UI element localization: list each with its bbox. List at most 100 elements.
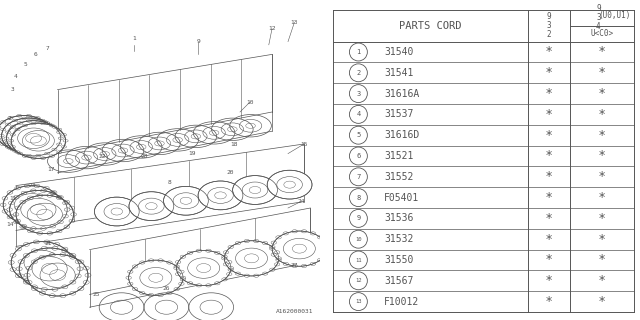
Text: 26: 26: [163, 285, 170, 291]
Text: 11: 11: [9, 196, 17, 201]
Ellipse shape: [129, 192, 174, 220]
Text: 9: 9: [356, 215, 360, 221]
Text: 31536: 31536: [384, 213, 413, 223]
Text: 3: 3: [11, 87, 15, 92]
Text: *: *: [546, 170, 552, 183]
Text: 13: 13: [291, 20, 298, 25]
Text: 31532: 31532: [384, 234, 413, 244]
Ellipse shape: [224, 241, 279, 276]
Text: 19: 19: [188, 151, 196, 156]
Text: 6: 6: [356, 153, 360, 159]
Text: *: *: [598, 212, 605, 225]
Ellipse shape: [177, 251, 231, 286]
Text: 31616A: 31616A: [384, 89, 419, 99]
Ellipse shape: [11, 242, 72, 283]
Text: *: *: [598, 87, 605, 100]
Text: 27: 27: [291, 263, 298, 268]
Ellipse shape: [198, 181, 243, 210]
Text: 31616D: 31616D: [384, 130, 419, 140]
Text: 31550: 31550: [384, 255, 413, 265]
Text: *: *: [598, 191, 605, 204]
Text: 31567: 31567: [384, 276, 413, 286]
Text: 31552: 31552: [384, 172, 413, 182]
Text: *: *: [546, 253, 552, 267]
Text: *: *: [546, 108, 552, 121]
Text: 2: 2: [356, 70, 360, 76]
Text: *: *: [546, 191, 552, 204]
Text: *: *: [546, 149, 552, 163]
Text: 7: 7: [356, 174, 360, 180]
Text: 21: 21: [44, 241, 52, 246]
Ellipse shape: [12, 123, 66, 158]
Text: *: *: [598, 129, 605, 142]
Text: *: *: [546, 233, 552, 246]
Text: 14: 14: [6, 221, 13, 227]
Text: *: *: [546, 66, 552, 79]
Ellipse shape: [95, 197, 140, 226]
Text: F05401: F05401: [384, 193, 419, 203]
Text: *: *: [598, 45, 605, 59]
Text: *: *: [546, 129, 552, 142]
Text: *: *: [546, 295, 552, 308]
Text: 12: 12: [355, 278, 362, 283]
Text: *: *: [598, 253, 605, 267]
Text: *: *: [598, 66, 605, 79]
Text: 24: 24: [297, 199, 305, 204]
Text: *: *: [546, 45, 552, 59]
Text: 7: 7: [46, 45, 50, 51]
Text: *: *: [598, 274, 605, 287]
Ellipse shape: [6, 121, 61, 156]
Ellipse shape: [16, 195, 74, 234]
Text: 5: 5: [24, 61, 28, 67]
Ellipse shape: [164, 186, 209, 215]
Text: 10: 10: [246, 100, 253, 105]
Text: 8: 8: [356, 195, 360, 201]
Text: 9
3
4: 9 3 4: [596, 4, 601, 31]
Text: *: *: [546, 212, 552, 225]
Ellipse shape: [233, 176, 278, 204]
Text: 17: 17: [47, 167, 55, 172]
Text: *: *: [598, 170, 605, 183]
Text: 22: 22: [99, 154, 106, 159]
Text: 6: 6: [33, 52, 37, 57]
Text: 31541: 31541: [384, 68, 413, 78]
Text: 3: 3: [356, 91, 360, 97]
Ellipse shape: [1, 118, 56, 153]
Text: *: *: [598, 149, 605, 163]
Text: 20: 20: [227, 170, 234, 175]
Text: 1: 1: [132, 36, 136, 41]
Text: 4: 4: [356, 111, 360, 117]
Text: 23: 23: [28, 183, 36, 188]
Ellipse shape: [19, 248, 80, 290]
Text: 4: 4: [14, 74, 18, 79]
Ellipse shape: [268, 170, 312, 199]
Ellipse shape: [10, 190, 67, 229]
Text: 11: 11: [355, 258, 362, 262]
Text: 9: 9: [196, 39, 200, 44]
Text: (U0,U1): (U0,U1): [598, 11, 630, 20]
Text: *: *: [598, 233, 605, 246]
Text: 8: 8: [168, 180, 172, 185]
Text: *: *: [598, 295, 605, 308]
Text: 5: 5: [356, 132, 360, 138]
Text: *: *: [546, 274, 552, 287]
Text: 9
3
2: 9 3 2: [547, 12, 551, 39]
Text: 1: 1: [356, 49, 360, 55]
Text: F10012: F10012: [384, 297, 419, 307]
Ellipse shape: [3, 186, 61, 224]
Text: 12: 12: [268, 26, 276, 31]
Text: 2: 2: [8, 116, 12, 121]
Text: 18: 18: [230, 141, 237, 147]
Text: 31537: 31537: [384, 109, 413, 119]
Text: 28: 28: [140, 154, 148, 159]
Ellipse shape: [129, 260, 183, 295]
Text: PARTS CORD: PARTS CORD: [399, 20, 461, 31]
Text: A162000031: A162000031: [276, 308, 314, 314]
Text: 25: 25: [92, 292, 100, 297]
Text: *: *: [546, 87, 552, 100]
Ellipse shape: [27, 254, 88, 296]
Ellipse shape: [0, 116, 51, 151]
Text: U<C0>: U<C0>: [590, 29, 613, 38]
Ellipse shape: [272, 231, 326, 266]
Text: 15: 15: [300, 141, 308, 147]
